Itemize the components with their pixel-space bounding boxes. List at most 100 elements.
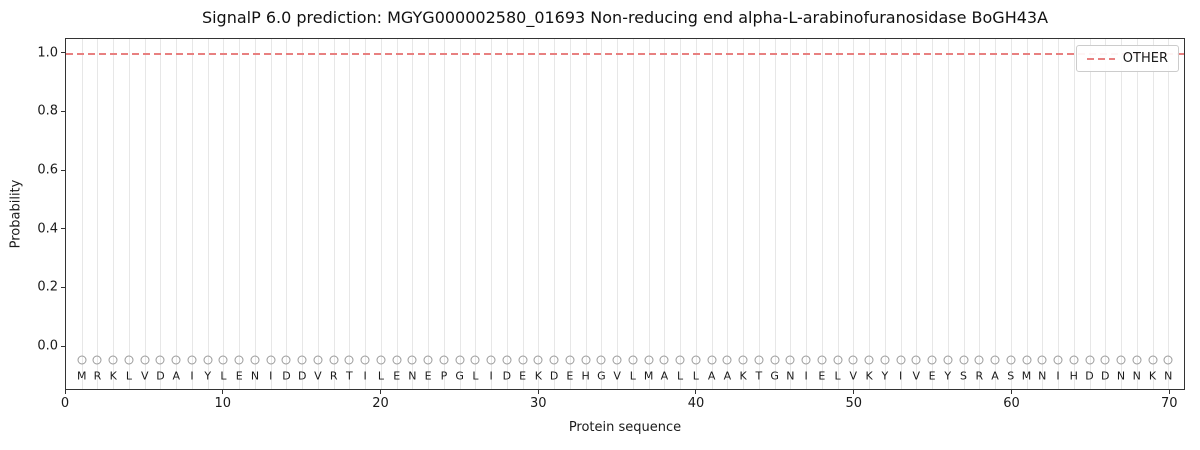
x-tick-label: 10 bbox=[214, 396, 232, 411]
gridline bbox=[774, 39, 776, 389]
residue-marker-icon bbox=[313, 355, 323, 365]
residue-letter: E bbox=[566, 369, 574, 383]
y-tick-mark bbox=[61, 52, 65, 54]
gridline bbox=[758, 39, 760, 389]
gridline bbox=[1152, 39, 1154, 389]
gridline bbox=[1168, 39, 1170, 389]
x-tick-mark bbox=[379, 390, 381, 394]
residue-letter: L bbox=[220, 369, 227, 383]
residue-letter: V bbox=[849, 369, 858, 383]
y-tick-label: 0.2 bbox=[37, 279, 58, 295]
residue-letter: I bbox=[1056, 369, 1060, 383]
gridline bbox=[601, 39, 603, 389]
residue-letter: S bbox=[960, 369, 968, 383]
gridline bbox=[695, 39, 697, 389]
y-tick-label: 0.0 bbox=[37, 338, 58, 354]
gridline bbox=[522, 39, 524, 389]
residue-letter: K bbox=[534, 369, 542, 383]
y-tick-label: 1.0 bbox=[37, 45, 58, 61]
gridline bbox=[538, 39, 540, 389]
residue-letter: I bbox=[363, 369, 367, 383]
residue-marker-icon bbox=[1037, 355, 1047, 365]
x-tick-mark bbox=[64, 390, 66, 394]
residue-letter: N bbox=[1132, 369, 1141, 383]
gridline bbox=[443, 39, 445, 389]
residue-marker-icon bbox=[203, 355, 213, 365]
residue-letter: G bbox=[597, 369, 606, 383]
y-tick-mark bbox=[61, 110, 65, 112]
residue-marker-icon bbox=[628, 355, 638, 365]
gridline bbox=[837, 39, 839, 389]
x-tick-mark bbox=[537, 390, 539, 394]
gridline bbox=[900, 39, 902, 389]
gridline bbox=[947, 39, 949, 389]
y-tick-mark bbox=[61, 286, 65, 288]
residue-marker-icon bbox=[155, 355, 165, 365]
residue-marker-icon bbox=[565, 355, 575, 365]
x-tick-label: 50 bbox=[845, 396, 862, 411]
residue-letter: D bbox=[1101, 369, 1110, 383]
residue-letter: L bbox=[677, 369, 684, 383]
residue-letter: M bbox=[643, 369, 654, 383]
residue-letter: N bbox=[250, 369, 260, 383]
gridline bbox=[270, 39, 272, 389]
residue-marker-icon bbox=[329, 355, 339, 365]
x-tick-label: 60 bbox=[1003, 396, 1020, 411]
y-tick-label: 0.4 bbox=[37, 221, 58, 237]
gridline bbox=[459, 39, 461, 389]
y-axis-label: Probability bbox=[8, 179, 24, 249]
gridline bbox=[632, 39, 634, 389]
legend: OTHER bbox=[1075, 45, 1179, 72]
residue-letter: D bbox=[502, 369, 512, 383]
residue-marker-icon bbox=[533, 355, 543, 365]
residue-marker-icon bbox=[864, 355, 874, 365]
residue-marker-icon bbox=[502, 355, 512, 365]
residue-letter: E bbox=[424, 369, 432, 383]
gridline bbox=[995, 39, 997, 389]
residue-marker-icon bbox=[376, 355, 386, 365]
residue-marker-icon bbox=[187, 355, 197, 365]
gridline bbox=[302, 39, 304, 389]
residue-marker-icon bbox=[1053, 355, 1063, 365]
residue-marker-icon bbox=[250, 355, 260, 365]
gridline bbox=[932, 39, 934, 389]
residue-letter: P bbox=[440, 369, 448, 383]
residue-letter: I bbox=[190, 369, 194, 383]
gridline bbox=[884, 39, 886, 389]
residue-marker-icon bbox=[644, 355, 654, 365]
gridline bbox=[128, 39, 130, 389]
gridline bbox=[428, 39, 430, 389]
gridline bbox=[191, 39, 193, 389]
residue-marker-icon bbox=[470, 355, 480, 365]
residue-marker-icon bbox=[974, 355, 984, 365]
gridline bbox=[81, 39, 83, 389]
residue-marker-icon bbox=[707, 355, 717, 365]
residue-letter: I bbox=[489, 369, 493, 383]
residue-letter: V bbox=[613, 369, 621, 383]
residue-letter: L bbox=[692, 369, 699, 383]
gridline bbox=[569, 39, 571, 389]
gridline bbox=[1136, 39, 1138, 389]
residue-letter: I bbox=[269, 369, 273, 383]
residue-letter: E bbox=[818, 369, 826, 383]
y-tick-mark bbox=[61, 169, 65, 171]
gridline bbox=[806, 39, 808, 389]
gridline bbox=[727, 39, 729, 389]
residue-letter: G bbox=[455, 369, 464, 383]
gridline bbox=[333, 39, 335, 389]
residue-marker-icon bbox=[92, 355, 102, 365]
residue-marker-icon bbox=[770, 355, 780, 365]
gridline bbox=[916, 39, 918, 389]
residue-letter: K bbox=[109, 369, 117, 383]
residue-marker-icon bbox=[124, 355, 134, 365]
residue-marker-icon bbox=[738, 355, 748, 365]
residue-letter: N bbox=[1038, 369, 1047, 383]
residue-letter: V bbox=[912, 369, 921, 383]
residue-marker-icon bbox=[754, 355, 764, 365]
residue-marker-icon bbox=[612, 355, 622, 365]
residue-letter: E bbox=[928, 369, 936, 383]
residue-letter: H bbox=[1069, 369, 1078, 383]
x-tick-mark bbox=[853, 390, 855, 394]
gridline bbox=[365, 39, 367, 389]
residue-letter: N bbox=[1116, 369, 1126, 383]
